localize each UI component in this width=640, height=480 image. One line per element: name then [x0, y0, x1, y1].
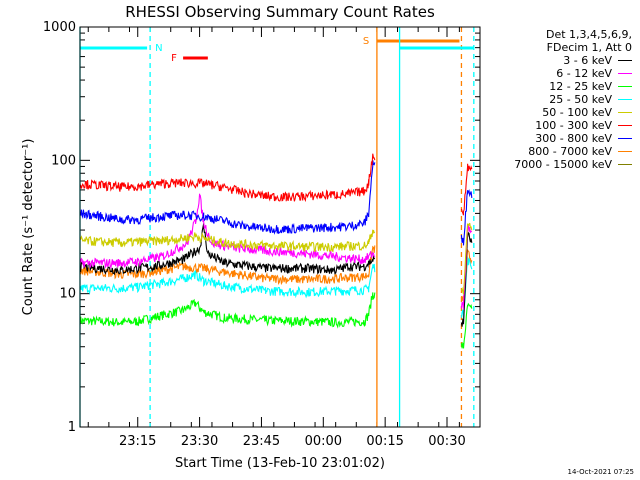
y-tick-label: 1000 [43, 20, 76, 35]
legend-entry: 7000 - 15000 keV [482, 158, 632, 171]
plot-area: 1 10 100 1000 23:15 23:30 23:45 00:00 00:15 00:30… [43, 20, 480, 449]
legend-rows: 3 - 6 keV 6 - 12 keV 12 - 25 keV 25 - 50 ke… [482, 54, 632, 171]
flare-label: F [171, 53, 177, 64]
x-tick-label: 23:45 [243, 434, 280, 449]
legend-entry-label: 300 - 800 keV [535, 132, 612, 145]
x-axis-label: Start Time (13-Feb-10 23:01:02) [175, 456, 385, 471]
legend-entry: 25 - 50 keV [482, 93, 632, 106]
legend-header-line: Det 1,3,4,5,6,9, [545, 28, 632, 41]
legend-entry: 12 - 25 keV [482, 80, 632, 93]
series-line [79, 153, 473, 216]
legend-entry: 6 - 12 keV [482, 67, 632, 80]
plot-frame [79, 26, 481, 428]
series-line [79, 292, 473, 349]
x-tick-label: 00:30 [428, 434, 465, 449]
legend-header: Det 1,3,4,5,6,9, FDecim 1, Att 0 [482, 28, 632, 54]
legend: Det 1,3,4,5,6,9, FDecim 1, Att 0 3 - 6 ke… [482, 28, 632, 171]
legend-swatch [618, 138, 632, 139]
legend-swatch [618, 112, 632, 113]
legend-entry: 300 - 800 keV [482, 132, 632, 145]
timestamp: 14-Oct-2021 07:25 [567, 468, 634, 476]
legend-entry-label: 25 - 50 keV [549, 93, 612, 106]
legend-entry: 100 - 300 keV [482, 119, 632, 132]
legend-swatch [618, 86, 632, 87]
legend-entry: 3 - 6 keV [482, 54, 632, 67]
legend-entry-label: 50 - 100 keV [542, 106, 612, 119]
saa-label: S [363, 36, 369, 47]
legend-entry: 800 - 7000 keV [482, 145, 632, 158]
legend-header-line: FDecim 1, Att 0 [546, 41, 632, 54]
legend-entry-label: 6 - 12 keV [556, 67, 612, 80]
legend-entry-label: 100 - 300 keV [535, 119, 612, 132]
legend-swatch [618, 73, 632, 74]
legend-swatch [618, 60, 632, 61]
legend-entry-label: 3 - 6 keV [563, 54, 612, 67]
series-line [79, 222, 473, 295]
night-label: N [155, 43, 162, 54]
x-tick-label: 23:15 [119, 434, 156, 449]
x-tick-label: 23:30 [181, 434, 218, 449]
series-line [79, 160, 473, 246]
legend-entry-label: 12 - 25 keV [549, 80, 612, 93]
legend-swatch [618, 99, 632, 100]
legend-entry-label: 7000 - 15000 keV [514, 158, 612, 171]
legend-entry-label: 800 - 7000 keV [528, 145, 612, 158]
y-axis-label: Count Rate (s⁻¹ detector⁻¹) [21, 139, 36, 316]
legend-swatch [618, 151, 632, 152]
legend-swatch [618, 164, 632, 165]
legend-swatch [618, 125, 632, 126]
y-tick-label: 10 [59, 287, 76, 302]
y-tick-label: 1 [68, 420, 76, 435]
y-tick-label: 100 [51, 153, 76, 168]
legend-entry: 50 - 100 keV [482, 106, 632, 119]
x-tick-label: 00:00 [305, 434, 342, 449]
chart-title: RHESSI Observing Summary Count Rates [125, 3, 435, 21]
x-tick-label: 00:15 [366, 434, 403, 449]
